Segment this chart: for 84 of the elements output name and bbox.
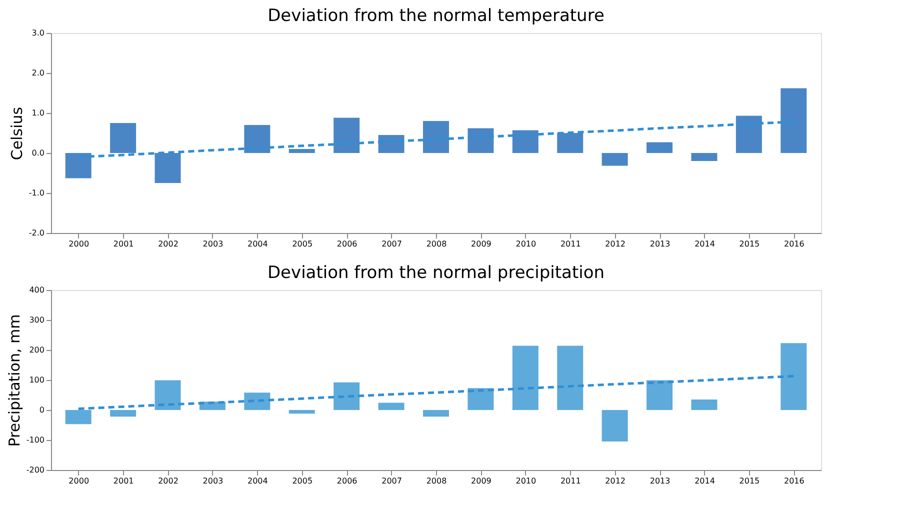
bar: [334, 382, 360, 410]
x-tick-label: 2014: [694, 476, 715, 486]
y-tick-label: 1.0: [32, 108, 44, 118]
x-tick-label: 2007: [382, 240, 402, 248]
y-tick-label: 0: [39, 406, 44, 414]
x-tick-label: 2004: [247, 240, 268, 248]
bar: [646, 380, 673, 410]
y-tick-label: 400: [29, 286, 44, 294]
x-tick-label: 2000: [68, 240, 90, 248]
bar: [602, 410, 628, 442]
x-tick-label: 2011: [560, 240, 581, 248]
bar: [468, 388, 494, 410]
bar: [288, 149, 315, 153]
x-tick-label: 2013: [650, 240, 670, 248]
x-tick-label: 2013: [650, 476, 670, 486]
line-series: [77, 120, 795, 158]
x-tick-label: 2010: [516, 476, 536, 486]
x-tick-label: 2007: [382, 476, 402, 486]
x-tick-label: 2006: [336, 476, 358, 486]
bar: [780, 343, 807, 410]
y-tick-label: -2.0: [28, 228, 44, 238]
chart-title: Deviation from the normal temperature: [268, 6, 604, 26]
x-tick-label: 2009: [471, 240, 492, 248]
bar: [244, 392, 270, 410]
bar: [65, 410, 92, 424]
bar: [288, 410, 315, 414]
bar: [110, 410, 136, 417]
x-tick-label: 2014: [694, 240, 715, 248]
bar: [512, 130, 538, 153]
x-tick-label: 2001: [113, 476, 134, 486]
x-tick-label: 2011: [560, 476, 581, 486]
y-tick-label: 100: [29, 376, 44, 384]
bar: [646, 142, 673, 153]
x-tick-label: 2005: [292, 476, 313, 486]
y-tick-label: 300: [29, 316, 44, 324]
bar: [154, 153, 181, 183]
x-tick-label: 2003: [202, 476, 224, 486]
y-tick-label: 2.0: [32, 68, 44, 78]
x-tick-label: 2006: [336, 240, 358, 248]
bar: [468, 128, 494, 153]
bar: [378, 402, 404, 410]
x-tick-label: 2000: [68, 476, 90, 486]
bar: [780, 88, 807, 153]
bar: [602, 153, 628, 166]
y-axis-title: Precipitation, mm: [5, 314, 24, 447]
y-tick-label: 3.0: [32, 28, 44, 38]
x-tick-label: 2002: [158, 476, 178, 486]
bar: [557, 346, 584, 410]
x-tick-label: 2009: [471, 476, 492, 486]
bar: [512, 346, 538, 410]
y-tick-label: 200: [29, 346, 44, 354]
x-tick-label: 2016: [784, 240, 804, 248]
x-tick-label: 2012: [605, 240, 626, 248]
bar: [736, 116, 762, 153]
bar: [154, 380, 181, 410]
line-series: [77, 374, 795, 410]
bar: [691, 400, 718, 410]
x-tick-label: 2012: [605, 476, 626, 486]
bar: [691, 153, 718, 161]
x-tick-label: 2005: [292, 240, 313, 248]
y-tick-label: -100: [26, 436, 44, 444]
x-tick-label: 2004: [247, 476, 268, 486]
bar: [423, 410, 449, 417]
x-tick-label: 2003: [202, 240, 224, 248]
x-tick-label: 2008: [426, 240, 447, 248]
bar: [557, 133, 584, 153]
bar: [110, 123, 136, 153]
x-tick-label: 2008: [426, 476, 447, 486]
x-tick-label: 2015: [739, 476, 760, 486]
bar: [65, 153, 92, 178]
x-tick-label: 2010: [516, 240, 536, 248]
y-tick-label: -200: [26, 466, 44, 474]
x-tick-label: 2016: [784, 476, 804, 486]
y-tick-label: 0.0: [32, 148, 44, 158]
x-tick-label: 2001: [113, 240, 134, 248]
bar: [334, 118, 360, 153]
x-tick-label: 2002: [158, 240, 178, 248]
bar: [378, 135, 404, 153]
chart-title: Deviation from the normal precipitation: [267, 263, 605, 283]
x-tick-label: 2015: [739, 240, 760, 248]
y-tick-label: -1.0: [28, 188, 44, 198]
bar: [423, 121, 449, 153]
y-axis-title: Celsius: [8, 106, 26, 160]
bar: [244, 125, 270, 153]
